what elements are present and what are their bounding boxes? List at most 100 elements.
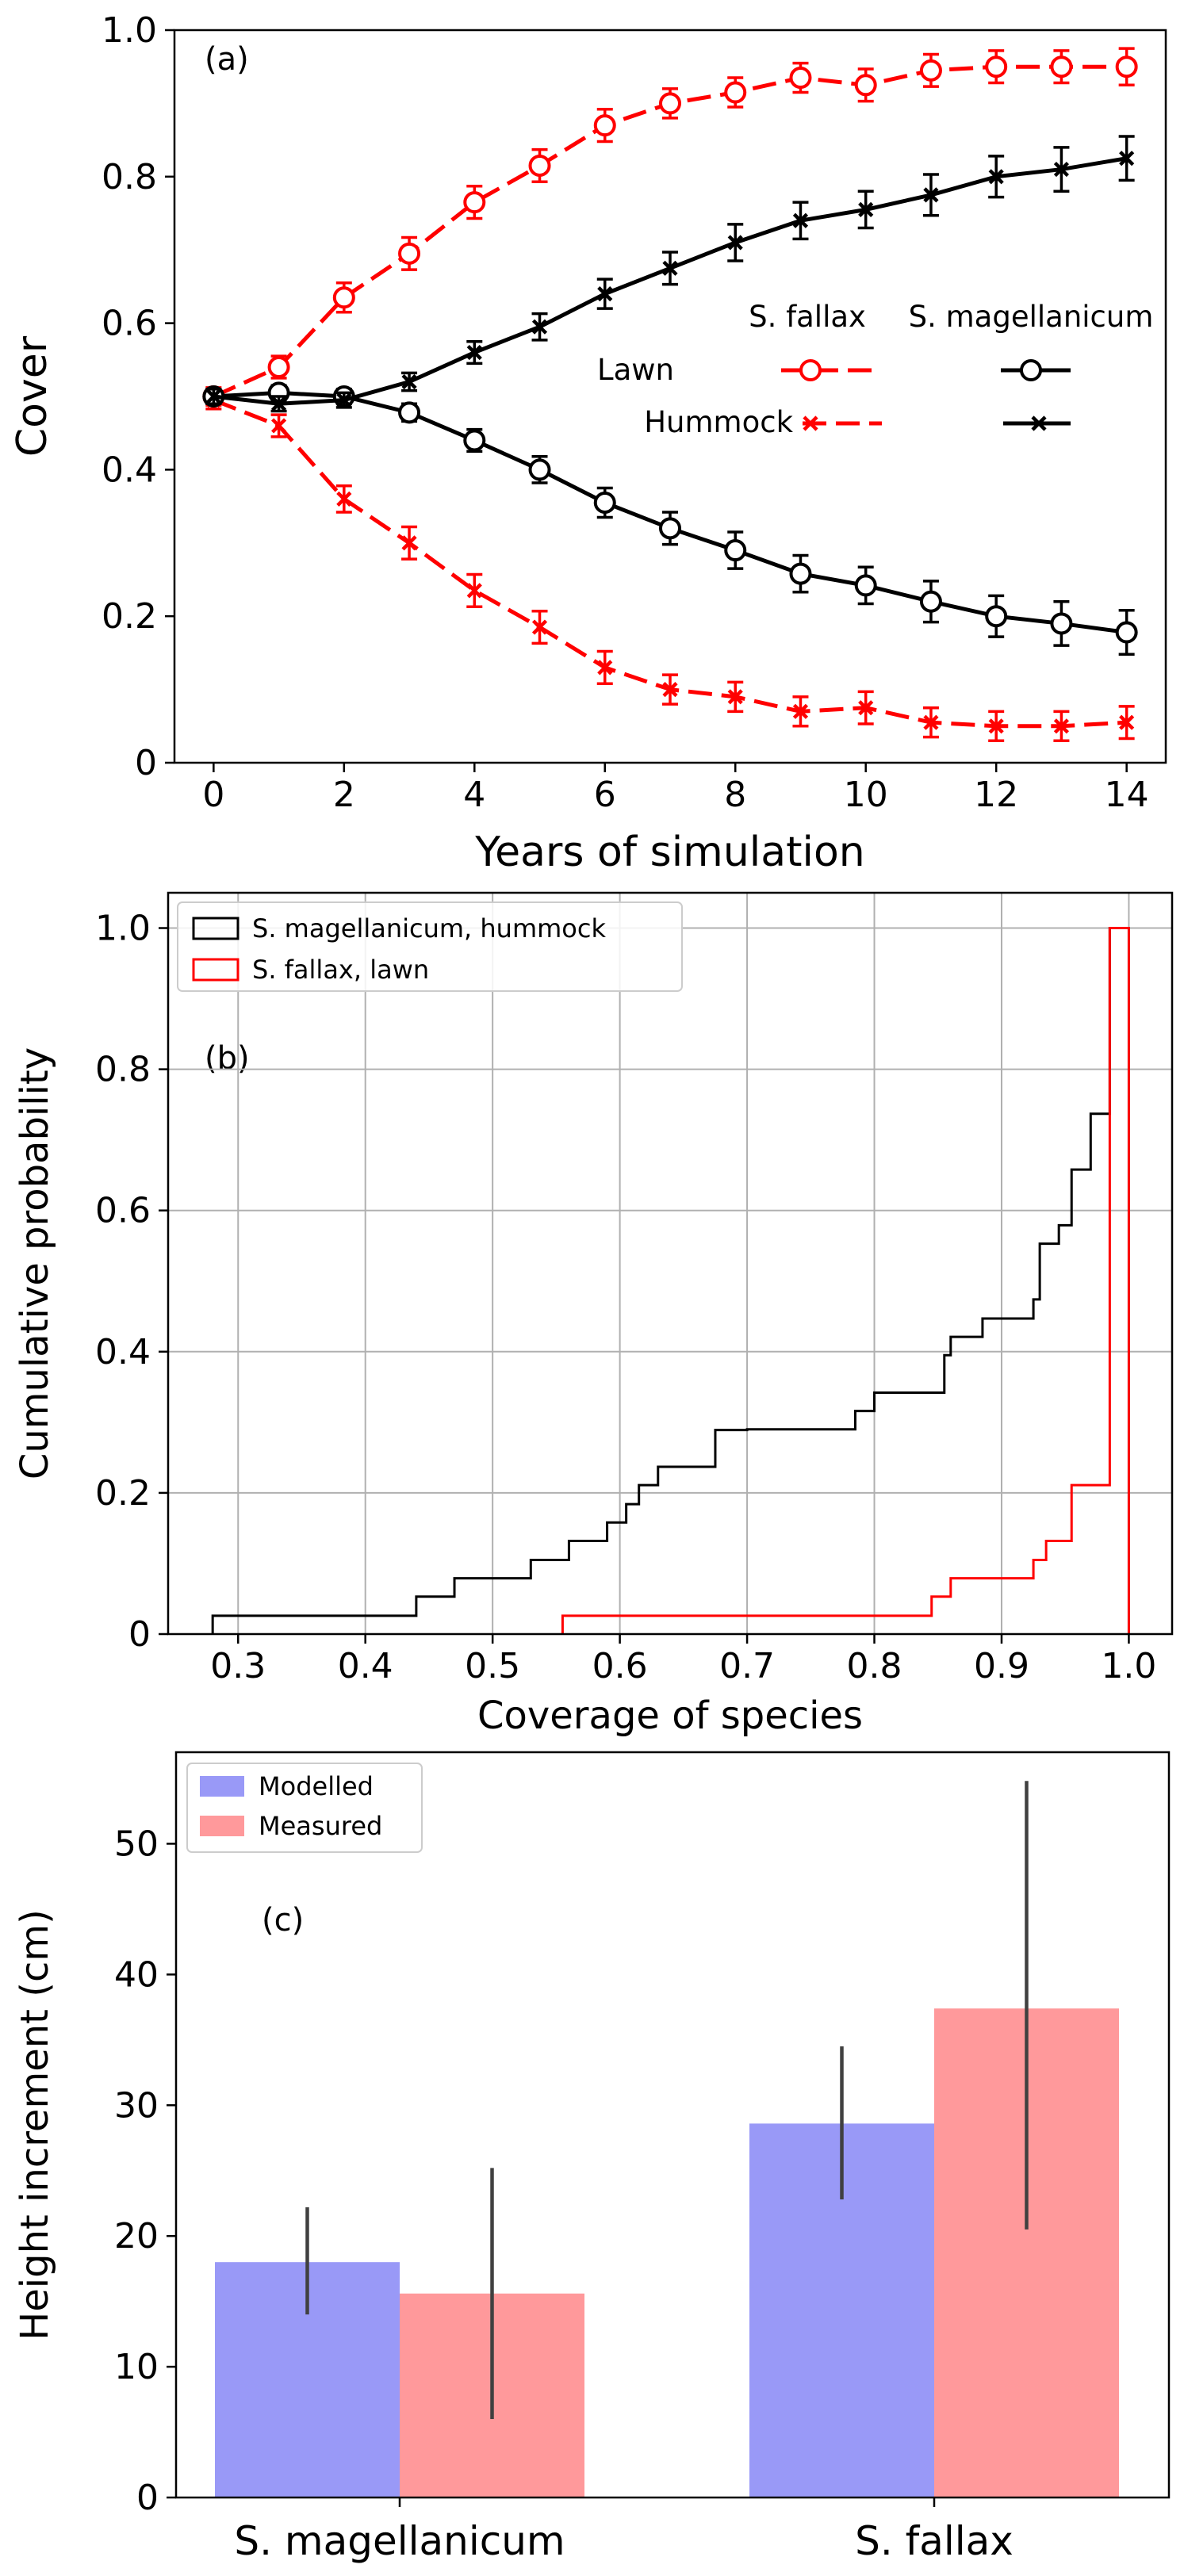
data-point xyxy=(854,574,877,597)
x-tick-label: 0.9 xyxy=(974,1646,1029,1686)
data-point xyxy=(593,491,616,514)
data-point xyxy=(1050,56,1073,78)
data-point xyxy=(401,373,417,390)
plot-frame xyxy=(174,1751,1171,2499)
data-point xyxy=(597,286,613,302)
data-point xyxy=(662,260,678,276)
data-point xyxy=(336,491,352,507)
data-point xyxy=(597,660,613,676)
y-axis-title: Cover xyxy=(9,335,56,457)
data-point xyxy=(985,56,1008,78)
bar-series-measured xyxy=(400,2008,1119,2498)
y-tick-label: 0.4 xyxy=(102,450,157,490)
legend-col-header: S. fallax xyxy=(749,300,866,334)
panel-b-label: (b) xyxy=(205,1040,250,1077)
data-point xyxy=(593,114,616,137)
x-tick-label: 10 xyxy=(844,775,888,815)
legend-col-header: S. magellanicum xyxy=(909,300,1154,334)
legend-swatch xyxy=(200,1816,244,1836)
legend-marker-magellanicum-lawn xyxy=(1020,359,1042,381)
x-tick-label: 1.0 xyxy=(1101,1646,1156,1686)
data-point xyxy=(792,703,809,719)
legend: Modelled Measured xyxy=(186,1763,423,1853)
x-tick-label: 0.5 xyxy=(465,1646,520,1686)
legend-label: S. magellanicum, hummock xyxy=(252,913,606,944)
panel-a-label: (a) xyxy=(205,41,249,78)
panel-c-bar-chart: (c) S. magellanicum S. fallax 0 10 20 30 40 50 H… xyxy=(13,1751,1171,2564)
y-tick-label: 0.6 xyxy=(95,1191,151,1231)
x-category-label: S. magellanicum xyxy=(234,2518,565,2564)
y-tick-label: 1.0 xyxy=(102,10,157,51)
data-point xyxy=(792,212,809,228)
data-point xyxy=(528,154,551,177)
legend-row-label: Hummock xyxy=(644,405,793,439)
y-tick-label: 0.6 xyxy=(102,304,157,344)
legend-swatch xyxy=(200,1776,244,1797)
data-point xyxy=(1053,718,1070,734)
data-point xyxy=(267,356,290,379)
data-point xyxy=(463,429,486,452)
y-tick-label: 0 xyxy=(136,2478,159,2518)
data-point xyxy=(270,396,287,411)
data-point xyxy=(466,583,482,599)
data-point xyxy=(401,535,417,551)
x-tick-label: 0 xyxy=(202,775,224,815)
y-tick-label: 0.4 xyxy=(95,1332,151,1372)
data-point xyxy=(789,562,812,585)
data-point xyxy=(988,718,1004,734)
data-point xyxy=(1115,56,1138,78)
x-tick-label: 0.7 xyxy=(719,1646,775,1686)
x-tick-label: 4 xyxy=(463,775,485,815)
series-s-magellanicum-hummock xyxy=(205,135,1135,413)
data-point xyxy=(332,286,355,309)
data-point xyxy=(727,689,743,705)
data-point xyxy=(724,539,747,562)
legend-row-label: Lawn xyxy=(597,353,674,387)
data-point xyxy=(724,81,747,104)
legend-marker-magellanicum-hummock xyxy=(1031,415,1047,431)
data-point xyxy=(923,714,939,730)
x-tick-label: 0.6 xyxy=(592,1646,648,1686)
x-tick-label: 14 xyxy=(1105,775,1149,815)
data-point xyxy=(398,242,421,265)
data-point xyxy=(858,201,874,217)
data-point xyxy=(985,605,1008,628)
data-point xyxy=(1119,151,1135,167)
x-tick-label: 0.8 xyxy=(847,1646,902,1686)
data-point xyxy=(854,74,877,97)
legend-swatch xyxy=(192,917,239,940)
cdf-step-line-s-magellanicum-hummock xyxy=(211,927,1130,1634)
y-axis-title: Height increment (cm) xyxy=(13,1909,57,2341)
grid xyxy=(168,893,1172,1635)
legend-box xyxy=(186,1763,423,1853)
data-point xyxy=(466,344,482,361)
data-point xyxy=(1115,621,1138,644)
x-tick-label: 0.3 xyxy=(210,1646,266,1686)
data-point xyxy=(919,590,942,613)
x-category-label: S. fallax xyxy=(855,2518,1013,2564)
data-point xyxy=(1053,161,1070,178)
legend-label: S. fallax, lawn xyxy=(252,955,429,985)
legend-swatch xyxy=(192,958,239,982)
data-point xyxy=(528,458,551,481)
x-axis-title: Coverage of species xyxy=(477,1694,863,1738)
legend-marker-fallax-hummock xyxy=(803,415,818,431)
plot-frame xyxy=(173,29,1167,764)
y-tick-label: 40 xyxy=(114,1954,159,1995)
y-tick-label: 0 xyxy=(128,1614,151,1655)
data-point xyxy=(336,392,352,408)
y-tick-label: 50 xyxy=(114,1824,159,1864)
data-point xyxy=(1119,714,1135,730)
y-tick-label: 1.0 xyxy=(95,909,151,949)
data-point xyxy=(919,59,942,82)
y-tick-label: 0.8 xyxy=(95,1050,151,1090)
data-point xyxy=(988,169,1004,185)
legend: S. fallax S. magellanicum Lawn Hummock xyxy=(597,300,1153,439)
cdf-step-line-s-fallax-lawn xyxy=(561,927,1130,1634)
x-tick-label: 8 xyxy=(724,775,746,815)
data-point xyxy=(531,319,548,335)
panel-a-line-chart: (a) 0 2 4 6 8 10 12 14 0 0.2 0.4 0.6 0.8 1.0 Years of … xyxy=(9,10,1167,876)
legend-marker-fallax-lawn xyxy=(799,359,822,381)
legend-box xyxy=(177,901,683,992)
